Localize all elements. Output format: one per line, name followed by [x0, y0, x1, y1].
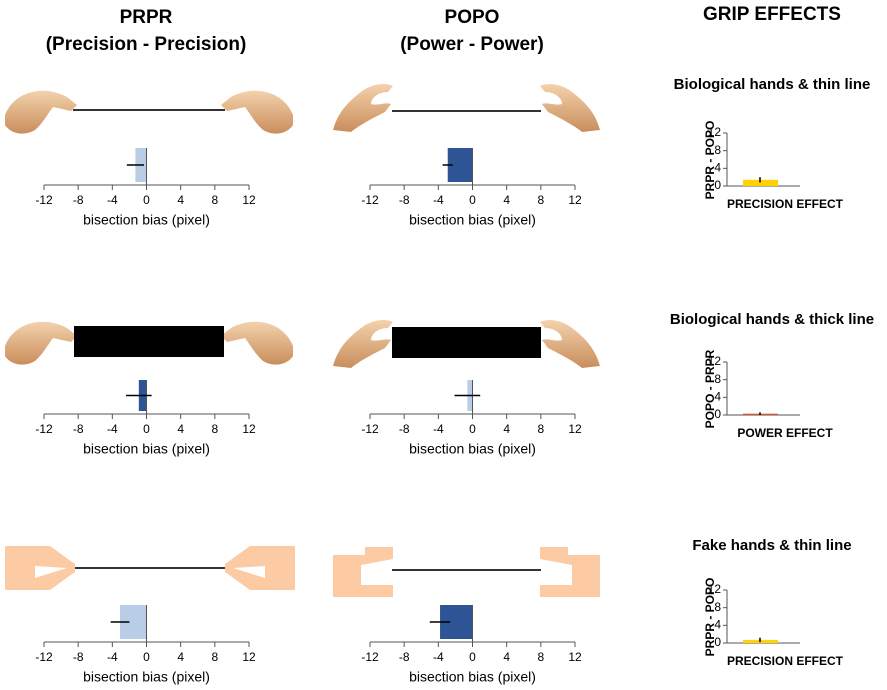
y-axis-label: POPO - PRPR [703, 349, 717, 428]
x-tick-label: 8 [211, 650, 218, 664]
chart-title: Biological hands & thick line [670, 311, 874, 328]
chart-title: Biological hands & thin line [674, 76, 871, 93]
x-tick-label: 12 [568, 193, 582, 207]
x-tick-label: -8 [399, 422, 410, 436]
figure: PRPR (Precision - Precision) POPO (Power… [0, 0, 887, 690]
x-tick-label: 8 [211, 422, 218, 436]
x-tick-label: 12 [242, 422, 256, 436]
x-tick-label: -12 [361, 422, 379, 436]
y-axis-label: PRPR - POPO [703, 121, 717, 200]
x-tick-label: -8 [399, 650, 410, 664]
x-tick-label: 0 [469, 422, 476, 436]
y-axis-label: PRPR - POPO [703, 578, 717, 657]
x-tick-label: 8 [537, 650, 544, 664]
x-axis-label: bisection bias (pixel) [83, 441, 210, 457]
column-title: GRIP EFFECTS [703, 4, 841, 25]
x-axis-label: PRECISION EFFECT [727, 197, 844, 211]
x-tick-label: -4 [433, 422, 444, 436]
x-tick-label: 4 [503, 193, 510, 207]
x-tick-label: -8 [73, 650, 84, 664]
x-tick-label: 4 [503, 422, 510, 436]
x-tick-label: -12 [35, 193, 53, 207]
x-tick-label: 8 [537, 193, 544, 207]
x-tick-label: 0 [143, 650, 150, 664]
x-axis-label: POWER EFFECT [737, 426, 833, 440]
x-tick-label: 4 [177, 193, 184, 207]
chart-title: Fake hands & thin line [692, 537, 851, 554]
x-tick-label: -8 [73, 193, 84, 207]
x-axis-label: bisection bias (pixel) [83, 669, 210, 685]
stimuli [5, 84, 600, 597]
x-tick-label: -8 [73, 422, 84, 436]
x-tick-label: 12 [242, 650, 256, 664]
x-axis-label: bisection bias (pixel) [409, 212, 536, 228]
column-subtitle: (Power - Power) [400, 34, 544, 55]
x-tick-label: 4 [177, 422, 184, 436]
column-title: POPO [445, 7, 500, 28]
x-tick-label: 0 [143, 422, 150, 436]
x-tick-label: 0 [469, 650, 476, 664]
x-tick-label: 0 [143, 193, 150, 207]
x-tick-label: -4 [107, 650, 118, 664]
x-tick-label: 4 [503, 650, 510, 664]
x-tick-label: 12 [242, 193, 256, 207]
x-tick-label: -4 [107, 193, 118, 207]
x-axis-label: bisection bias (pixel) [409, 669, 536, 685]
x-axis-label: PRECISION EFFECT [727, 654, 844, 668]
x-tick-label: 4 [177, 650, 184, 664]
x-tick-label: -12 [35, 650, 53, 664]
x-axis-label: bisection bias (pixel) [83, 212, 210, 228]
x-tick-label: -8 [399, 193, 410, 207]
x-tick-label: -4 [107, 422, 118, 436]
column-title: PRPR [120, 7, 173, 28]
x-tick-label: -4 [433, 193, 444, 207]
x-tick-label: -12 [361, 650, 379, 664]
x-tick-label: -12 [35, 422, 53, 436]
x-tick-label: 12 [568, 650, 582, 664]
x-axis-label: bisection bias (pixel) [409, 441, 536, 457]
x-tick-label: -12 [361, 193, 379, 207]
x-tick-label: 8 [211, 193, 218, 207]
x-tick-label: 12 [568, 422, 582, 436]
column-subtitle: (Precision - Precision) [46, 34, 247, 55]
x-tick-label: 0 [469, 193, 476, 207]
x-tick-label: -4 [433, 650, 444, 664]
x-tick-label: 8 [537, 422, 544, 436]
